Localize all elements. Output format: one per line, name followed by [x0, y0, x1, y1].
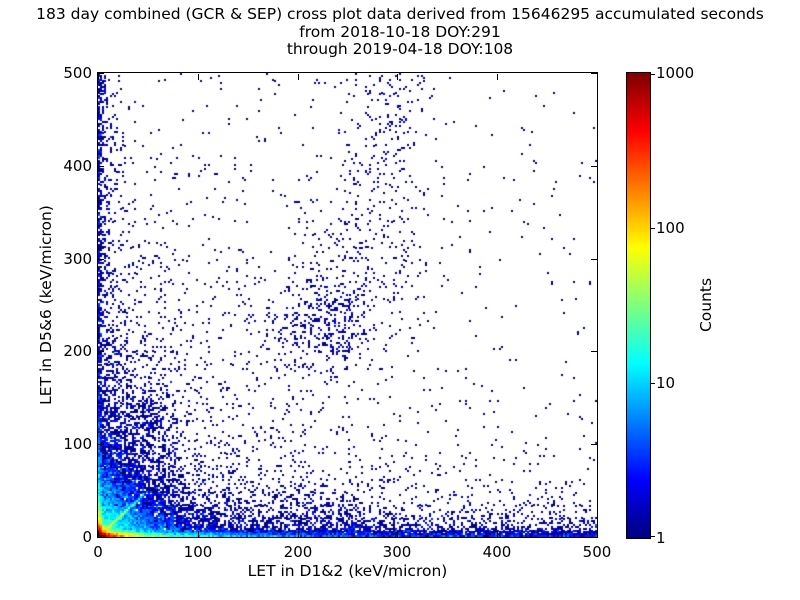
- tick-mark: [98, 531, 99, 537]
- tick-mark: [591, 259, 597, 260]
- x-tick-label-200: 200: [283, 543, 313, 561]
- tick-mark: [98, 537, 104, 538]
- x-tick-label-100: 100: [183, 543, 213, 561]
- tick-mark: [497, 531, 498, 537]
- tick-mark: [597, 531, 598, 537]
- x-tick-label-300: 300: [382, 543, 412, 561]
- tick-mark: [98, 166, 104, 167]
- tick-mark: [298, 74, 299, 80]
- y-tick-label-100: 100: [63, 435, 92, 453]
- tick-mark: [298, 531, 299, 537]
- y-tick-label-500: 500: [63, 64, 92, 82]
- tick-mark: [397, 531, 398, 537]
- x-tick-label-400: 400: [482, 543, 512, 561]
- y-tick-label-0: 0: [82, 528, 92, 546]
- scatter-density-canvas: [98, 73, 597, 537]
- tick-mark: [98, 74, 99, 80]
- title-line-1: 183 day combined (GCR & SEP) cross plot …: [36, 5, 764, 23]
- y-tick-label-400: 400: [63, 157, 92, 175]
- x-tick-label-0: 0: [93, 543, 103, 561]
- tick-mark: [198, 531, 199, 537]
- colorbar-tick-label-1: 1: [656, 529, 666, 547]
- colorbar-gradient-canvas: [627, 73, 650, 538]
- plot-area: [97, 72, 598, 538]
- x-tick-label-500: 500: [582, 543, 612, 561]
- tick-mark: [98, 351, 104, 352]
- y-tick-label-200: 200: [63, 342, 92, 360]
- tick-mark: [651, 228, 655, 229]
- tick-mark: [651, 74, 655, 75]
- tick-mark: [591, 351, 597, 352]
- colorbar-tick-label-10: 10: [656, 374, 676, 392]
- y-axis-label: LET in D5&6 (keV/micron): [37, 205, 55, 405]
- tick-mark: [98, 259, 104, 260]
- title-line-2: from 2018-10-18 DOY:291: [299, 22, 501, 41]
- colorbar: [626, 72, 651, 539]
- y-tick-label-300: 300: [63, 250, 92, 268]
- tick-mark: [591, 166, 597, 167]
- tick-mark: [198, 74, 199, 80]
- colorbar-label: Counts: [697, 277, 715, 333]
- tick-mark: [651, 383, 655, 384]
- tick-mark: [497, 74, 498, 80]
- title-line-3: through 2019-04-18 DOY:108: [286, 40, 514, 58]
- tick-mark: [397, 74, 398, 80]
- tick-mark: [591, 73, 597, 74]
- chart-title: 183 day combined (GCR & SEP) cross plot …: [0, 5, 800, 59]
- tick-mark: [98, 73, 104, 74]
- colorbar-tick-label-100: 100: [656, 219, 685, 237]
- tick-mark: [591, 537, 597, 538]
- tick-mark: [597, 74, 598, 80]
- tick-mark: [591, 444, 597, 445]
- x-axis-label: LET in D1&2 (keV/micron): [247, 562, 448, 580]
- colorbar-tick-label-1000: 1000: [656, 64, 695, 82]
- tick-mark: [98, 444, 104, 445]
- tick-mark: [651, 536, 655, 537]
